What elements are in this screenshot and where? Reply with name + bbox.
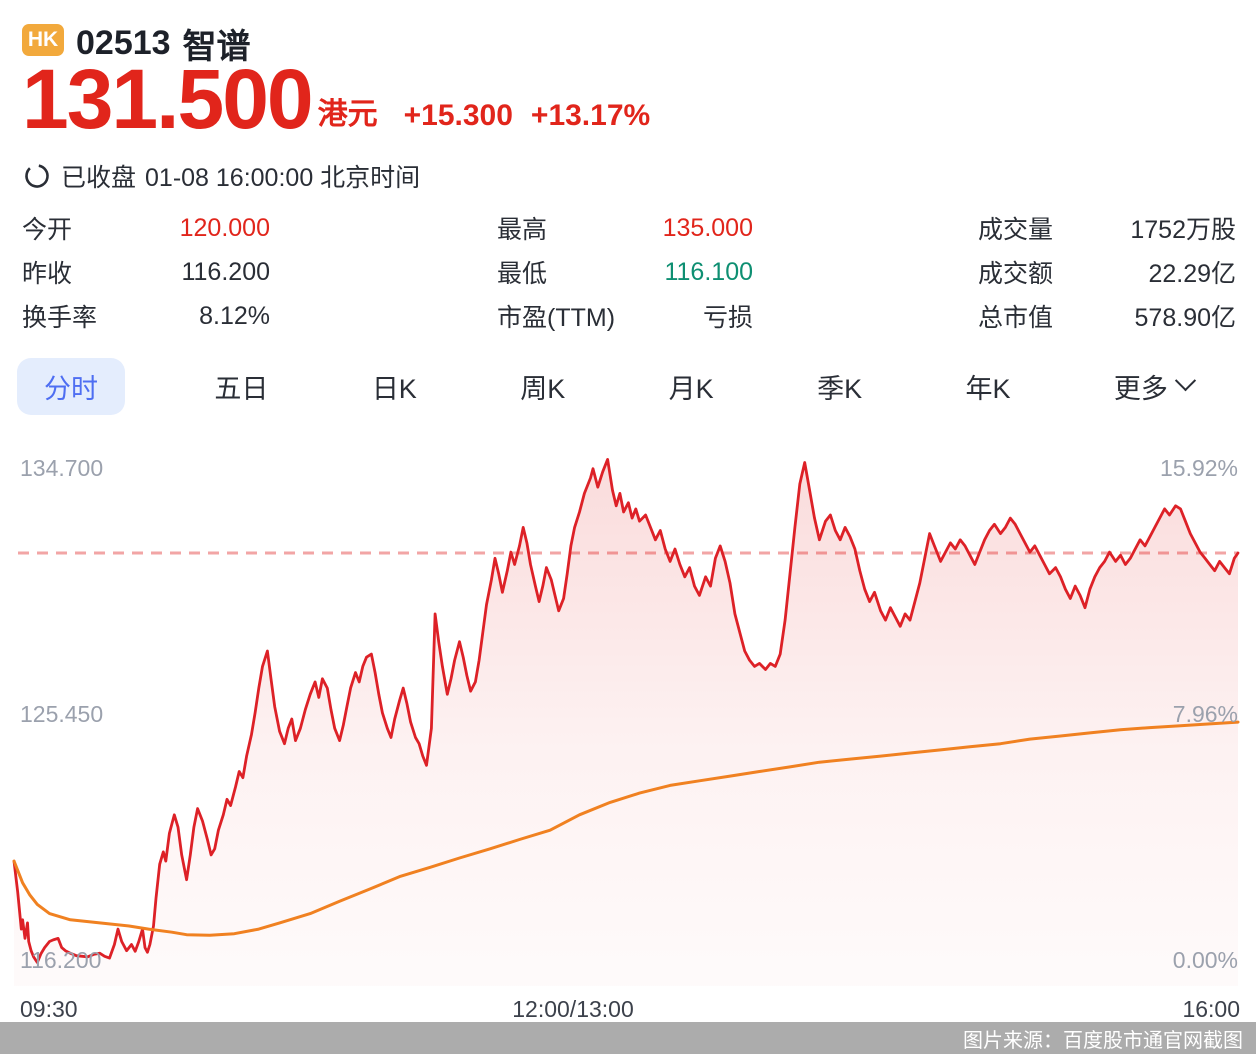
price-line: [12, 458, 1240, 964]
chart-period-tabs: 分时 五日 日K 周K 月K 季K 年K 更多: [17, 357, 1207, 415]
chevron-down-icon: [1174, 369, 1197, 391]
tab-monthly-k[interactable]: 月K: [668, 373, 714, 404]
stat-label: 成交额: [978, 260, 1054, 288]
tab-weekly-k[interactable]: 周K: [520, 373, 566, 404]
y-axis-price-base: 116.200: [20, 947, 102, 973]
stat-label: 成交量: [978, 216, 1054, 244]
quote-stats: 今开 120.000 昨收 116.200 换手率 8.12% 最高 135.0…: [0, 206, 1256, 338]
stat-row-volume: 成交量 1752万股: [978, 206, 1236, 250]
refresh-icon[interactable]: [24, 163, 50, 189]
stat-label: 最低: [497, 260, 548, 288]
stat-value: 120.000: [179, 213, 270, 242]
watermark-bar: 图片来源：百度股市通官网截图: [0, 1022, 1256, 1054]
y-axis-price-mid: 125.450: [20, 701, 104, 727]
price-row: 131.500 港元 +15.300 +13.17%: [22, 52, 651, 146]
y-axis-price-high: 134.700: [20, 455, 104, 481]
stat-label: 最高: [497, 216, 548, 244]
stat-row-open: 今开 120.000: [22, 206, 270, 250]
stat-label: 换手率: [22, 304, 98, 332]
y-axis-pct-base: 0.00%: [1172, 947, 1238, 973]
stat-row-pe-ttm: 市盈(TTM) 亏损: [497, 294, 753, 338]
stat-value: 135.000: [662, 213, 753, 242]
intraday-chart[interactable]: 134.700 125.450 116.200 15.92% 7.96% 0.0…: [0, 430, 1256, 1022]
stat-value: 亏损: [702, 304, 753, 332]
chart-canvas: [12, 458, 1240, 986]
x-axis-close-time: 16:00: [1182, 996, 1240, 1022]
stat-value: 1752万股: [1130, 216, 1236, 244]
tab-more[interactable]: 更多: [1100, 358, 1207, 415]
price-area-fill: [14, 459, 1238, 986]
stock-name: 智谱: [182, 28, 251, 66]
x-axis-open-time: 09:30: [20, 996, 78, 1022]
market-status: 已收盘: [61, 164, 137, 192]
stat-value: 116.200: [181, 257, 270, 286]
x-axis-noon-time: 12:00/13:00: [512, 996, 634, 1022]
stat-label: 总市值: [978, 304, 1054, 332]
stat-label: 市盈(TTM): [497, 304, 616, 332]
y-axis-pct-mid: 7.96%: [1172, 701, 1238, 727]
average-price-line: [12, 720, 1240, 937]
stat-value: 22.29亿: [1148, 260, 1236, 288]
tab-more-label: 更多: [1113, 373, 1168, 404]
tab-daily-k[interactable]: 日K: [371, 373, 417, 404]
stat-value: 578.90亿: [1134, 304, 1236, 332]
stock-code: 02513: [76, 24, 171, 62]
stat-row-market-cap: 总市值 578.90亿: [978, 294, 1236, 338]
stat-label: 昨收: [22, 260, 73, 288]
tab-quarterly-k[interactable]: 季K: [817, 373, 863, 404]
tab-yearly-k[interactable]: 年K: [965, 373, 1011, 404]
tab-minute[interactable]: 分时: [17, 357, 125, 415]
price-change-amount: +15.300: [403, 99, 513, 133]
status-timestamp: 01-08 16:00:00 北京时间: [145, 164, 421, 192]
stat-value: 116.100: [664, 257, 753, 286]
current-price: 131.500: [22, 52, 314, 146]
stat-row-prev-close: 昨收 116.200: [22, 250, 270, 294]
stat-label: 今开: [22, 216, 73, 244]
stat-row-amount: 成交额 22.29亿: [978, 250, 1236, 294]
stat-row-high: 最高 135.000: [497, 206, 753, 250]
stat-value: 8.12%: [199, 301, 270, 330]
market-status-row: 已收盘 01-08 16:00:00 北京时间: [24, 158, 420, 194]
y-axis-pct-high: 15.92%: [1159, 455, 1238, 481]
market-hk-badge: HK: [22, 24, 64, 56]
stat-row-turnover-rate: 换手率 8.12%: [22, 294, 270, 338]
watermark-text: 图片来源：百度股市通官网截图: [963, 1029, 1243, 1052]
stat-row-low: 最低 116.100: [497, 250, 753, 294]
tab-five-day[interactable]: 五日: [214, 373, 269, 404]
stats-column-3: 成交量 1752万股 成交额 22.29亿 总市值 578.90亿: [978, 206, 1236, 338]
stats-column-1: 今开 120.000 昨收 116.200 换手率 8.12%: [22, 206, 270, 338]
currency-label: 港元: [317, 98, 378, 132]
stats-column-2: 最高 135.000 最低 116.100 市盈(TTM) 亏损: [497, 206, 753, 338]
stock-title: 02513 智谱: [76, 19, 251, 68]
price-change-percent: +13.17%: [530, 99, 651, 133]
